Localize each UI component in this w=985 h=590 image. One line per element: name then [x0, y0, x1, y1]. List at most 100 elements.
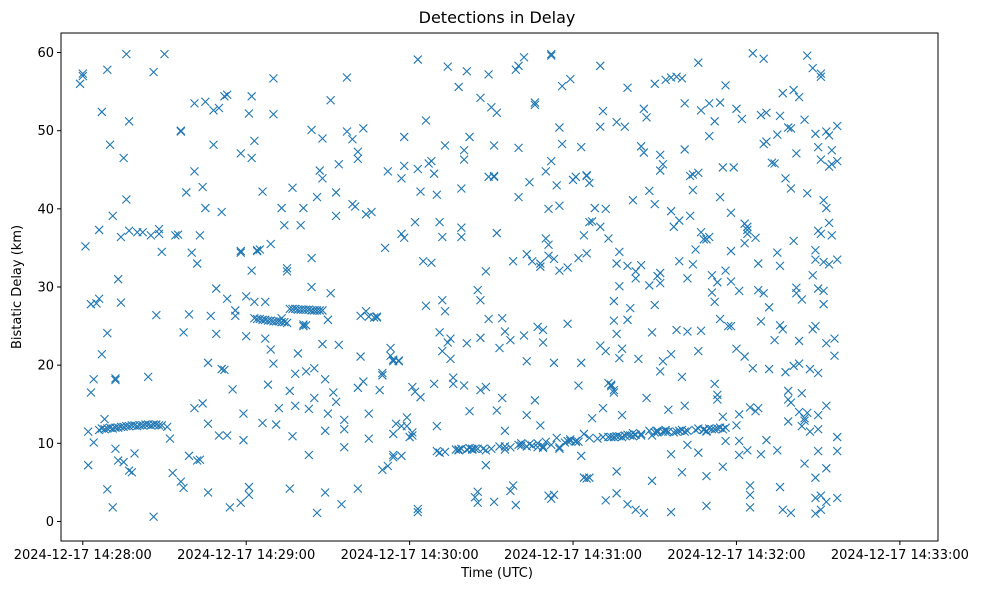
data-point	[644, 186, 654, 196]
data-point	[617, 432, 627, 442]
data-point	[555, 201, 564, 211]
data-point	[541, 166, 551, 176]
data-point	[252, 245, 262, 255]
data-point	[307, 125, 316, 135]
data-point	[574, 381, 583, 390]
data-point	[75, 79, 85, 89]
data-point	[290, 369, 300, 379]
data-point	[508, 481, 518, 490]
data-point	[680, 98, 690, 108]
data-point	[623, 261, 632, 271]
y-tick-label: 10	[37, 437, 54, 452]
data-point	[819, 299, 828, 309]
data-point	[111, 444, 120, 454]
data-point	[416, 392, 425, 402]
data-point	[206, 311, 216, 321]
data-point	[258, 418, 267, 428]
data-point	[198, 399, 208, 408]
data-point	[459, 155, 469, 164]
data-point	[342, 73, 352, 82]
data-point	[119, 457, 129, 467]
data-point	[813, 446, 823, 456]
data-point	[538, 443, 548, 453]
data-point	[800, 413, 809, 423]
data-point	[116, 232, 126, 242]
data-point	[383, 461, 393, 471]
data-point	[683, 440, 692, 450]
data-point	[394, 356, 404, 366]
data-point	[350, 202, 360, 211]
data-point	[348, 134, 357, 144]
data-point	[244, 490, 254, 500]
data-point	[742, 229, 752, 239]
data-point	[759, 288, 769, 298]
data-point	[192, 259, 202, 268]
data-point	[688, 259, 698, 269]
data-point	[748, 363, 758, 373]
data-point	[636, 260, 646, 270]
data-point	[266, 345, 276, 354]
data-point	[304, 450, 314, 460]
data-point	[527, 256, 537, 266]
data-point	[595, 61, 605, 71]
data-point	[173, 230, 183, 240]
data-point	[811, 129, 820, 139]
data-point	[628, 195, 638, 205]
data-point	[307, 253, 316, 263]
data-point	[462, 338, 472, 348]
data-point	[666, 349, 676, 359]
data-point	[789, 236, 799, 246]
data-point	[832, 493, 842, 503]
data-point	[827, 231, 837, 240]
data-point	[680, 427, 690, 436]
data-point	[544, 240, 553, 250]
data-point	[443, 62, 453, 71]
data-point	[715, 98, 725, 107]
data-point	[271, 420, 281, 429]
data-point	[732, 420, 741, 430]
data-point	[734, 286, 744, 296]
data-point	[631, 505, 641, 515]
data-point	[217, 207, 227, 217]
data-point	[802, 408, 812, 418]
x-tick-label: 2024-12-17 14:33:00	[831, 548, 969, 563]
data-point	[320, 426, 330, 436]
data-point	[821, 401, 831, 411]
data-point	[111, 374, 120, 383]
data-point	[555, 444, 564, 454]
data-point	[644, 426, 654, 436]
data-point	[304, 404, 314, 414]
data-point	[590, 203, 600, 213]
data-point	[255, 245, 265, 254]
data-point	[661, 427, 671, 436]
data-point	[650, 427, 660, 437]
data-point	[623, 315, 632, 325]
data-point	[623, 430, 632, 440]
data-point	[331, 397, 341, 407]
data-point	[176, 477, 186, 486]
data-point	[307, 282, 316, 292]
data-point	[181, 188, 191, 197]
data-point	[819, 257, 828, 267]
data-point	[361, 306, 371, 316]
data-point	[767, 158, 777, 168]
data-point	[97, 107, 107, 117]
data-point	[369, 313, 379, 322]
data-point	[269, 109, 278, 119]
data-point	[634, 354, 643, 364]
data-point	[285, 386, 295, 396]
data-point	[89, 374, 99, 384]
data-point	[497, 313, 507, 323]
data-point	[557, 81, 567, 91]
data-point	[454, 82, 464, 92]
data-point	[473, 487, 483, 497]
data-point	[816, 491, 826, 501]
data-point	[549, 490, 559, 500]
data-point	[628, 431, 638, 441]
data-point	[647, 476, 657, 486]
data-point	[726, 277, 736, 286]
data-point	[372, 313, 382, 322]
x-tick-label: 2024-12-17 14:32:00	[667, 548, 805, 563]
data-point	[527, 441, 537, 451]
